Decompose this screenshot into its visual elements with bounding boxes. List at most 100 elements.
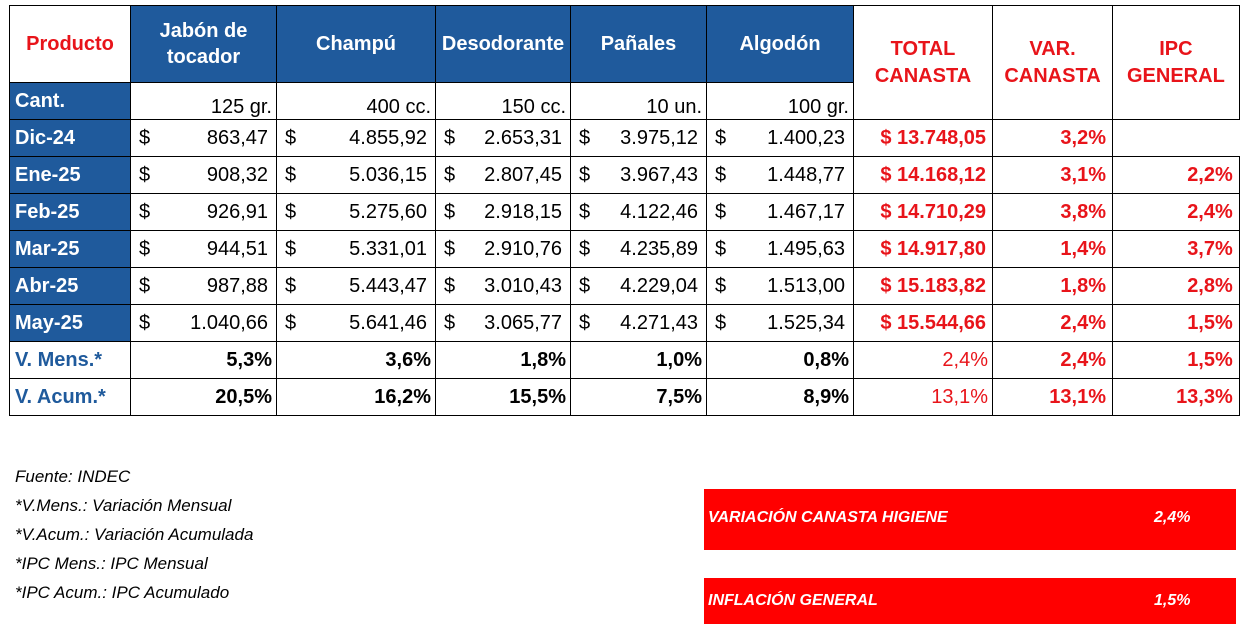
header-product: Producto — [9, 5, 131, 83]
summary-label: INFLACIÓN GENERAL — [708, 592, 878, 609]
currency-symbol: $ — [715, 275, 727, 297]
price-value: 1.400,23 — [767, 127, 845, 149]
price-cell: $2.918,15 — [435, 193, 571, 231]
month-label: Dic-24 — [9, 119, 131, 157]
currency-symbol: $ — [139, 275, 151, 297]
price-cell: $944,51 — [130, 230, 277, 268]
unit-cell: 10 un. — [570, 82, 707, 120]
price-cell: $2.910,76 — [435, 230, 571, 268]
price-value: 1.525,34 — [767, 312, 845, 334]
price-value: 1.040,66 — [190, 312, 268, 334]
currency-symbol: $ — [139, 201, 151, 223]
currency-symbol: $ — [715, 238, 727, 260]
price-value: 908,32 — [206, 164, 268, 186]
price-value: 4.122,46 — [620, 201, 698, 223]
price-cell: $4.235,89 — [570, 230, 707, 268]
price-cell: $5.641,46 — [276, 304, 436, 342]
price-cell: $3.010,43 — [435, 267, 571, 305]
price-value: 3.065,77 — [484, 312, 562, 334]
vacum-cell: 8,9% — [706, 378, 854, 416]
notes: Fuente: INDEC *V.Mens.: Variación Mensua… — [15, 462, 253, 607]
vacum-cell: 15,5% — [435, 378, 571, 416]
month-label: May-25 — [9, 304, 131, 342]
currency-symbol: $ — [444, 275, 456, 297]
currency-symbol: $ — [285, 275, 297, 297]
header-var-canasta: VAR. CANASTA — [992, 5, 1113, 120]
price-cell: $1.448,77 — [706, 156, 854, 194]
total-canasta-cell: $ 14.917,80 — [853, 230, 993, 268]
unit-cell: 400 cc. — [276, 82, 436, 120]
data-rows: Dic-24 $863,47 $4.855,92 $2.653,31 $3.975,12… — [9, 119, 1240, 342]
table-row: Mar-25 $944,51 $5.331,01 $2.910,76 $4.235,89… — [9, 230, 1240, 268]
ipc-cell: 2,2% — [1112, 156, 1240, 194]
price-value: 5.443,47 — [349, 275, 427, 297]
price-value: 3.010,43 — [484, 275, 562, 297]
vmens-cell: 1,8% — [435, 341, 571, 379]
currency-symbol: $ — [285, 201, 297, 223]
total-canasta-cell: $ 13.748,05 — [853, 119, 993, 157]
price-cell: $3.065,77 — [435, 304, 571, 342]
vacum-total: 13,1% — [853, 378, 993, 416]
price-cell: $908,32 — [130, 156, 277, 194]
ipc-cell: 3,7% — [1112, 230, 1240, 268]
currency-symbol: $ — [444, 164, 456, 186]
vacum-label: V. Acum.* — [9, 378, 131, 416]
summary-value: 1,5% — [1154, 592, 1191, 609]
price-value: 2.918,15 — [484, 201, 562, 223]
price-cell: $863,47 — [130, 119, 277, 157]
vmens-cell: 0,8% — [706, 341, 854, 379]
currency-symbol: $ — [579, 312, 591, 334]
ipc-cell: 2,4% — [1112, 193, 1240, 231]
price-value: 3.967,43 — [620, 164, 698, 186]
price-cell: $5.331,01 — [276, 230, 436, 268]
cant-label: Cant. — [9, 82, 131, 120]
price-value: 3.975,12 — [620, 127, 698, 149]
price-cell: $1.467,17 — [706, 193, 854, 231]
unit-cell: 125 gr. — [130, 82, 277, 120]
unit-cell: 150 cc. — [435, 82, 571, 120]
month-label: Mar-25 — [9, 230, 131, 268]
table-row: Dic-24 $863,47 $4.855,92 $2.653,31 $3.975,12… — [9, 119, 1240, 157]
price-cell: $926,91 — [130, 193, 277, 231]
price-value: 5.036,15 — [349, 164, 427, 186]
currency-symbol: $ — [579, 127, 591, 149]
price-value: 2.807,45 — [484, 164, 562, 186]
price-value: 926,91 — [206, 201, 268, 223]
currency-symbol: $ — [444, 127, 456, 149]
price-value: 2.653,31 — [484, 127, 562, 149]
currency-symbol: $ — [579, 275, 591, 297]
total-canasta-cell: $ 14.168,12 — [853, 156, 993, 194]
currency-symbol: $ — [715, 164, 727, 186]
vacum-cell: 20,5% — [130, 378, 277, 416]
currency-symbol: $ — [579, 238, 591, 260]
summary-box-canasta: VARIACIÓN CANASTA HIGIENE 2,4% — [704, 489, 1236, 550]
currency-symbol: $ — [285, 164, 297, 186]
total-canasta-cell: $ 14.710,29 — [853, 193, 993, 231]
vmens-total: 2,4% — [853, 341, 993, 379]
price-value: 2.910,76 — [484, 238, 562, 260]
currency-symbol: $ — [444, 238, 456, 260]
var-canasta-cell: 3,1% — [992, 156, 1113, 194]
price-cell: $4.122,46 — [570, 193, 707, 231]
var-canasta-cell: 1,4% — [992, 230, 1113, 268]
price-cell: $2.653,31 — [435, 119, 571, 157]
header-col-desodorante: Desodorante — [435, 5, 571, 83]
price-value: 1.513,00 — [767, 275, 845, 297]
var-canasta-cell: 2,4% — [992, 304, 1113, 342]
vacum-var: 13,1% — [992, 378, 1113, 416]
price-table: Producto Jabón de tocador Champú Desodor… — [9, 5, 1240, 416]
header-ipc-general: IPC GENERAL — [1112, 5, 1240, 120]
note-ipc-mens: *IPC Mens.: IPC Mensual — [15, 554, 208, 573]
unit-cell: 100 gr. — [706, 82, 854, 120]
price-cell: $1.495,63 — [706, 230, 854, 268]
currency-symbol: $ — [444, 201, 456, 223]
price-value: 4.855,92 — [349, 127, 427, 149]
price-cell: $1.525,34 — [706, 304, 854, 342]
price-value: 4.229,04 — [620, 275, 698, 297]
vacum-ipc: 13,3% — [1112, 378, 1240, 416]
vmens-label: V. Mens.* — [9, 341, 131, 379]
price-value: 5.275,60 — [349, 201, 427, 223]
price-value: 5.331,01 — [349, 238, 427, 260]
ipc-cell: 2,8% — [1112, 267, 1240, 305]
price-value: 944,51 — [206, 238, 268, 260]
